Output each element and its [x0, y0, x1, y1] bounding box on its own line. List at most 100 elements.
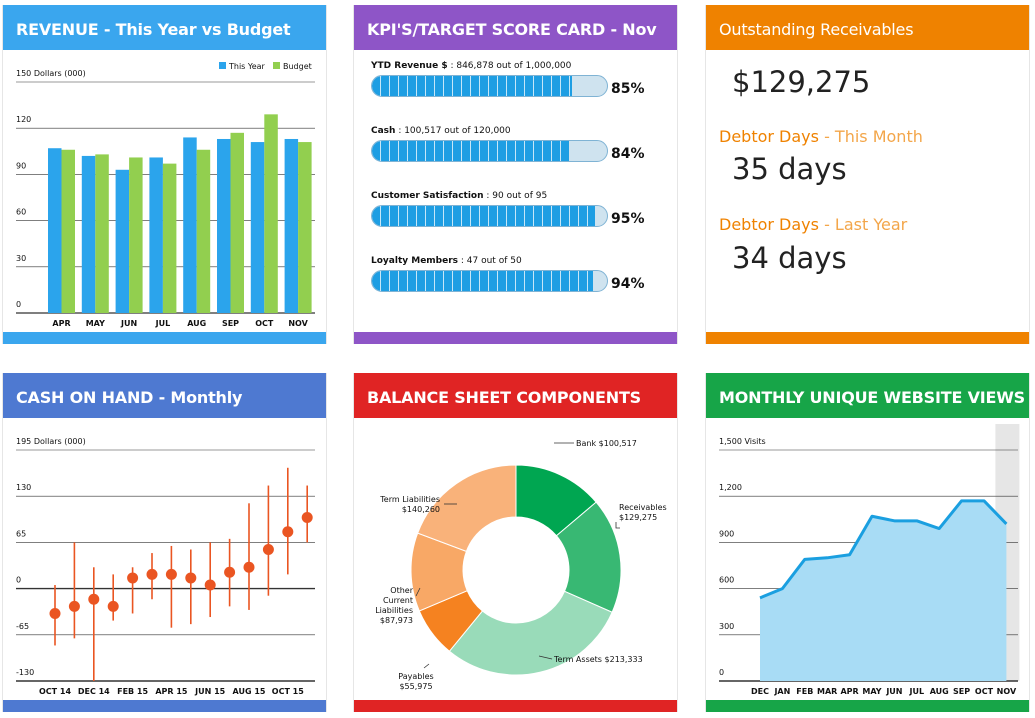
kpi-fill [372, 141, 570, 161]
slice-label: Other [390, 586, 413, 595]
kpi-pct-ytd-revenue: 85% [611, 81, 645, 97]
data-point [88, 593, 100, 605]
kpi-bar-cash [371, 140, 608, 162]
kpi-label-customer-satisfaction: Customer Satisfaction : 90 out of 95 [371, 191, 548, 201]
bar-budget [95, 154, 109, 313]
receivables-footer-bar [706, 332, 1029, 344]
y-tick-label: 65 [16, 529, 26, 538]
debtor-days-last-year-label: Debtor Days - Last Year [719, 215, 908, 234]
y-tick-label: 60 [16, 208, 26, 217]
y-tick-label: 30 [16, 254, 26, 263]
kpi-title: KPI'S/TARGET SCORE CARD - Nov [354, 5, 677, 50]
y-axis-label: 195 Dollars (000) [16, 437, 86, 446]
views-panel: MONTHLY UNIQUE WEBSITE VIEWS 1,500 Visit… [705, 373, 1030, 712]
kpi-fill [372, 271, 593, 291]
kpi-footer-bar [354, 332, 677, 344]
slice-label: Receivables [619, 503, 667, 512]
bar-budget [298, 142, 312, 313]
x-tick-label: AUG [930, 687, 949, 696]
bar-this-year [115, 169, 130, 313]
x-tick-label: JUN [120, 319, 137, 328]
data-point [204, 579, 216, 591]
y-tick-label: -65 [16, 622, 29, 631]
bar-budget [129, 157, 143, 313]
cash-chart: 195 Dollars (000) 130 65 0 -65 -130 OCT 14 DEC … [16, 437, 315, 696]
bar-budget [230, 132, 244, 313]
data-point [68, 600, 80, 612]
area-line [759, 499, 1008, 600]
bar-this-year [284, 138, 299, 313]
y-axis-label: 1,500 Visits [719, 437, 766, 446]
balance-panel: BALANCE SHEET COMPONENTS Bank $100,517 Re… [353, 373, 678, 712]
revenue-chart: 150 Dollars (000) 120 90 60 30 0 This Year Budg… [16, 62, 315, 328]
y-tick-label: 90 [16, 161, 26, 170]
x-tick-label: APR 15 [155, 687, 188, 696]
revenue-panel: REVENUE - This Year vs Budget 150 Dollar… [2, 5, 327, 344]
slice-term-assets [448, 590, 613, 676]
kpi-pct-cash: 84% [611, 146, 645, 162]
y-tick-label: 900 [719, 529, 734, 538]
leader-line [415, 587, 421, 597]
x-tick-label: NOV [288, 319, 308, 328]
receivables-panel: Outstanding Receivables $129,275 Debtor … [705, 5, 1030, 344]
x-tick-label: JUN [885, 687, 902, 696]
views-title: MONTHLY UNIQUE WEBSITE VIEWS [706, 373, 1029, 418]
bar-this-year [217, 138, 231, 313]
data-point [282, 526, 294, 538]
x-tick-label: SEP [953, 687, 970, 696]
slice-label: Bank $100,517 [576, 439, 637, 448]
slice-label: $140,260 [402, 505, 440, 514]
balance-chart: Bank $100,517 Receivables$129,275 Term Ass… [375, 439, 667, 691]
kpi-label-ytd-revenue: YTD Revenue $ : 846,878 out of 1,000,000 [371, 61, 572, 71]
slice-term-liabilities [417, 464, 517, 553]
kpi-bar-customer-satisfaction [371, 205, 608, 227]
bar-this-year [250, 142, 265, 313]
y-tick-label: 0 [719, 668, 724, 677]
slice-label: Term Liabilities [379, 495, 440, 504]
legend-swatch-this-year [219, 62, 226, 69]
balance-title: BALANCE SHEET COMPONENTS [354, 373, 677, 418]
kpi-label-loyalty-members: Loyalty Members : 47 out of 50 [371, 256, 522, 266]
balance-footer-bar [354, 700, 677, 712]
x-tick-label: OCT 14 [39, 687, 71, 696]
x-tick-label: AUG 15 [233, 687, 266, 696]
debtor-days-this-month-label: Debtor Days - This Month [719, 127, 923, 146]
y-tick-label: -130 [16, 668, 34, 677]
data-point [49, 607, 61, 619]
y-tick-label: 120 [16, 115, 31, 124]
slice-label: Current [383, 596, 413, 605]
x-tick-label: MAY [86, 319, 105, 328]
y-tick-label: 300 [719, 622, 734, 631]
x-tick-label: JAN [773, 687, 790, 696]
leader-line [615, 522, 620, 529]
kpi-fill [372, 206, 596, 226]
slice-label: $129,275 [619, 513, 657, 522]
x-tick-label: OCT 15 [272, 687, 304, 696]
revenue-footer-bar [3, 332, 326, 344]
data-point [165, 568, 177, 580]
y-tick-label: 0 [16, 576, 21, 585]
debtor-days-this-month-value: 35 days [732, 152, 847, 186]
legend-label-this-year: This Year [228, 62, 266, 71]
data-point [262, 544, 274, 556]
x-tick-label: NOV [997, 687, 1017, 696]
legend-swatch-budget [273, 62, 280, 69]
slice-label: Term Assets $213,333 [553, 655, 643, 664]
kpi-panel: KPI'S/TARGET SCORE CARD - Nov YTD Revenu… [353, 5, 678, 344]
bar-budget [61, 149, 75, 313]
kpi-bar-ytd-revenue [371, 75, 608, 97]
revenue-title: REVENUE - This Year vs Budget [3, 5, 326, 50]
y-tick-label: 0 [16, 300, 21, 309]
views-footer-bar [706, 700, 1029, 712]
x-tick-label: SEP [222, 319, 239, 328]
data-point [185, 572, 197, 584]
data-point [243, 561, 255, 573]
receivables-amount: $129,275 [732, 65, 871, 99]
debtor-days-last-year-value: 34 days [732, 241, 847, 275]
data-point [224, 566, 236, 578]
y-axis-label: 150 Dollars (000) [16, 69, 86, 78]
data-point [127, 572, 139, 584]
x-tick-label: JUL [155, 319, 171, 328]
bar-this-year [81, 155, 96, 313]
